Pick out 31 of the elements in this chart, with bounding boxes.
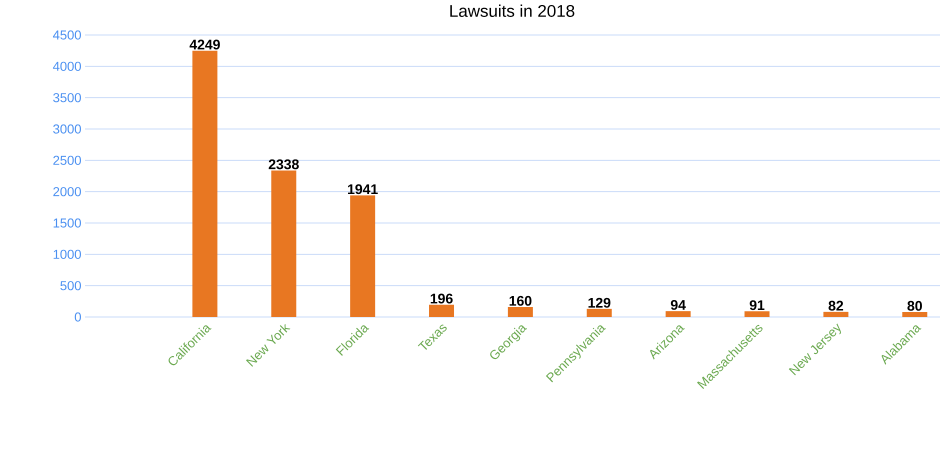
data-label: 1941: [348, 184, 378, 194]
bar: [586, 308, 612, 317]
data-label: 4249: [190, 40, 220, 50]
data-label: 80: [907, 300, 922, 311]
data-label: 82: [828, 300, 844, 311]
y-tick-label: 2000: [53, 187, 81, 196]
bar: [508, 306, 533, 317]
y-tick-label: 0: [74, 312, 81, 322]
data-label: 196: [430, 294, 453, 304]
bar: [823, 312, 848, 317]
bar: [902, 312, 928, 317]
y-tick-label: 2500: [53, 156, 81, 165]
y-tick-label: 4000: [52, 62, 81, 71]
y-tick-label: 1000: [54, 250, 81, 259]
data-label: 160: [510, 296, 532, 306]
bar: [350, 195, 376, 317]
y-tick-label: 1500: [54, 218, 81, 228]
chart-title: Lawsuits in 2018: [450, 4, 574, 17]
data-label: 2338: [268, 159, 299, 170]
y-tick-label: 500: [60, 281, 81, 290]
bar: [271, 170, 296, 317]
y-tick-label: 3000: [53, 124, 81, 134]
data-label: 94: [670, 300, 686, 310]
data-label: 91: [750, 300, 764, 310]
bar: [744, 311, 770, 317]
data-label: 129: [588, 298, 610, 308]
bar: [666, 311, 691, 317]
bar: [192, 50, 218, 317]
y-tick-label: 4500: [52, 30, 81, 40]
bar: [429, 304, 454, 317]
y-tick-label: 3500: [53, 93, 81, 102]
